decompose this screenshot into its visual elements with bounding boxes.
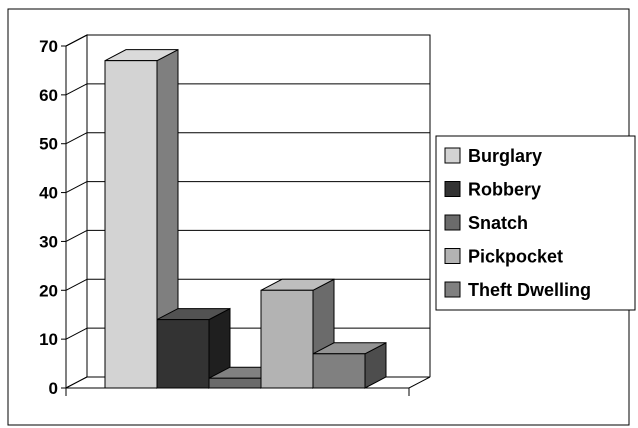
y-tick-label: 60 (39, 86, 58, 105)
y-tick-label: 30 (39, 232, 58, 251)
legend-item: Snatch (444, 213, 528, 233)
y-tick-label: 50 (39, 135, 58, 154)
bar-pickpocket (260, 278, 335, 389)
legend-swatch (444, 281, 461, 298)
legend-label: Theft Dwelling (468, 280, 591, 300)
bar-front (260, 289, 314, 389)
bar-robbery (156, 307, 231, 389)
bar-front (312, 353, 366, 389)
gridline-connector (65, 327, 88, 340)
bars (104, 48, 387, 389)
bar-theft-dwelling (312, 341, 387, 389)
bar-front (208, 377, 262, 389)
y-tick-label: 20 (39, 281, 58, 300)
bar-front (156, 319, 210, 389)
legend-item: Burglary (444, 146, 542, 166)
bar-burglary (104, 48, 179, 389)
legend-swatch (444, 248, 461, 264)
legend-label: Robbery (468, 180, 541, 200)
gridline-connector (65, 132, 88, 145)
legend-swatch (444, 181, 461, 197)
gridline-connector (65, 278, 88, 291)
y-tick-label: 70 (39, 37, 58, 56)
legend-label: Pickpocket (468, 247, 563, 267)
y-tick-label: 10 (39, 330, 58, 349)
legend-item: Robbery (444, 180, 541, 200)
y-tick-label: 40 (39, 184, 58, 203)
legend-item: Theft Dwelling (444, 280, 591, 300)
legend-label: Burglary (468, 146, 542, 166)
legend-swatch (444, 214, 461, 231)
bar-front (104, 60, 158, 389)
legend-item: Pickpocket (444, 247, 563, 267)
gridline-connector (65, 83, 88, 96)
gridline-connector (65, 229, 88, 242)
legend-box (435, 135, 636, 311)
legend: Burglary Robbery Snatch Pickpocket Theft Dwe… (435, 135, 636, 311)
y-tick-label: 0 (49, 379, 58, 398)
legend-label: Snatch (468, 213, 528, 233)
gridline-connector (65, 181, 88, 194)
legend-swatch (444, 147, 461, 164)
